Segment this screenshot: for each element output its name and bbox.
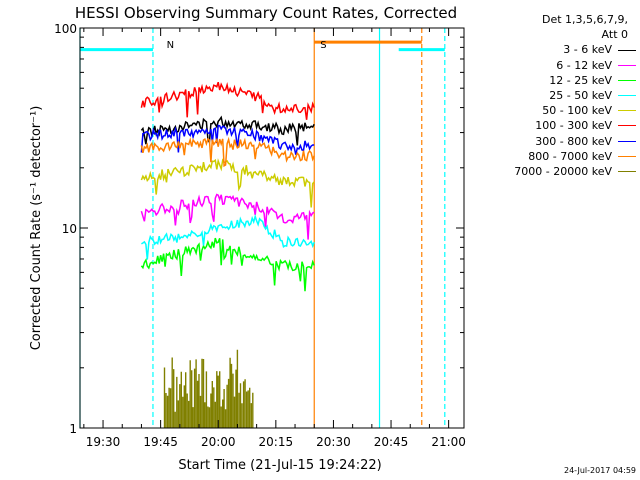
legend-swatch	[618, 95, 636, 97]
x-tick-label-7: 21:00	[431, 435, 466, 449]
legend-entry-2: 6 - 12 keV	[476, 58, 636, 73]
series-line-3	[140, 237, 315, 292]
series-line-2	[140, 193, 315, 240]
legend-entry-3: 12 - 25 keV	[476, 73, 636, 88]
y-tick-label-1: 1	[69, 422, 77, 436]
legend-swatch	[618, 171, 636, 172]
legend-swatch	[618, 64, 636, 66]
legend-swatch	[618, 49, 636, 51]
legend-swatch	[618, 125, 636, 127]
legend-entry-9: 7000 - 20000 keV	[476, 164, 636, 179]
legend-label: 12 - 25 keV	[549, 73, 612, 87]
legend-swatch	[618, 140, 636, 142]
legend-label: 3 - 6 keV	[563, 43, 612, 57]
legend-header-line2: Att 0	[601, 28, 628, 42]
y-tick-label-3: 100	[54, 22, 77, 36]
x-tick-label-6: 20:45	[374, 435, 409, 449]
series-line-5	[140, 158, 315, 208]
chart-title: HESSI Observing Summary Count Rates, Cor…	[75, 4, 457, 22]
legend-swatch	[618, 155, 636, 157]
x-tick-label-3: 20:00	[201, 435, 236, 449]
x-tick-label-2: 19:45	[143, 435, 178, 449]
x-axis-label: Start Time (21-Jul-15 19:24:22)	[178, 458, 381, 473]
x-tick-label-4: 20:15	[259, 435, 294, 449]
legend-label: 6 - 12 keV	[556, 58, 612, 72]
legend-label: 300 - 800 keV	[535, 134, 612, 148]
series-line-6	[140, 81, 315, 120]
legend-entry-6: 100 - 300 keV	[476, 118, 636, 133]
legend-label: 7000 - 20000 keV	[514, 164, 612, 178]
legend-entry-5: 50 - 100 keV	[476, 103, 636, 118]
annotation-n: N	[167, 40, 174, 51]
legend-label: 800 - 7000 keV	[528, 149, 612, 163]
legend-entry-1: 3 - 6 keV	[476, 42, 636, 57]
series-line-1	[140, 115, 315, 146]
legend-label: 25 - 50 keV	[549, 88, 612, 102]
timestamp: 24-Jul-2017 04:59	[563, 466, 636, 475]
legend-header-line1: Det 1,3,5,6,7,9,	[541, 13, 628, 26]
plot-frame	[79, 27, 465, 429]
y-tick-label-2: 10	[62, 222, 77, 236]
legend-label: 50 - 100 keV	[542, 104, 612, 118]
legend-entry-8: 800 - 7000 keV	[476, 149, 636, 164]
legend-swatch	[618, 79, 636, 81]
x-tick-label-5: 20:30	[316, 435, 351, 449]
series-line-8	[140, 136, 315, 168]
series-line-7	[140, 124, 315, 155]
legend-swatch	[618, 110, 636, 112]
legend-entries: 3 - 6 keV 6 - 12 keV 12 - 25 keV 25 - 50 ke…	[476, 42, 636, 179]
series-line-4	[141, 213, 315, 260]
x-tick-label-1: 19:30	[86, 435, 121, 449]
axis-ticks: 19:30 19:45 20:00 20:15 20:30 20:45 21:00 1 10 10…	[54, 22, 466, 449]
annotation-s: S	[320, 40, 326, 51]
legend-label: 100 - 300 keV	[535, 119, 612, 133]
y-axis-label: Corrected Count Rate (s⁻¹ detector⁻¹)	[29, 106, 44, 351]
legend: Det 1,3,5,6,7,9, Att 0 3 - 6 keV 6 - 12 k…	[476, 12, 636, 179]
series-line-9	[163, 349, 254, 428]
legend-entry-7: 300 - 800 keV	[476, 134, 636, 149]
legend-entry-4: 25 - 50 keV	[476, 88, 636, 103]
